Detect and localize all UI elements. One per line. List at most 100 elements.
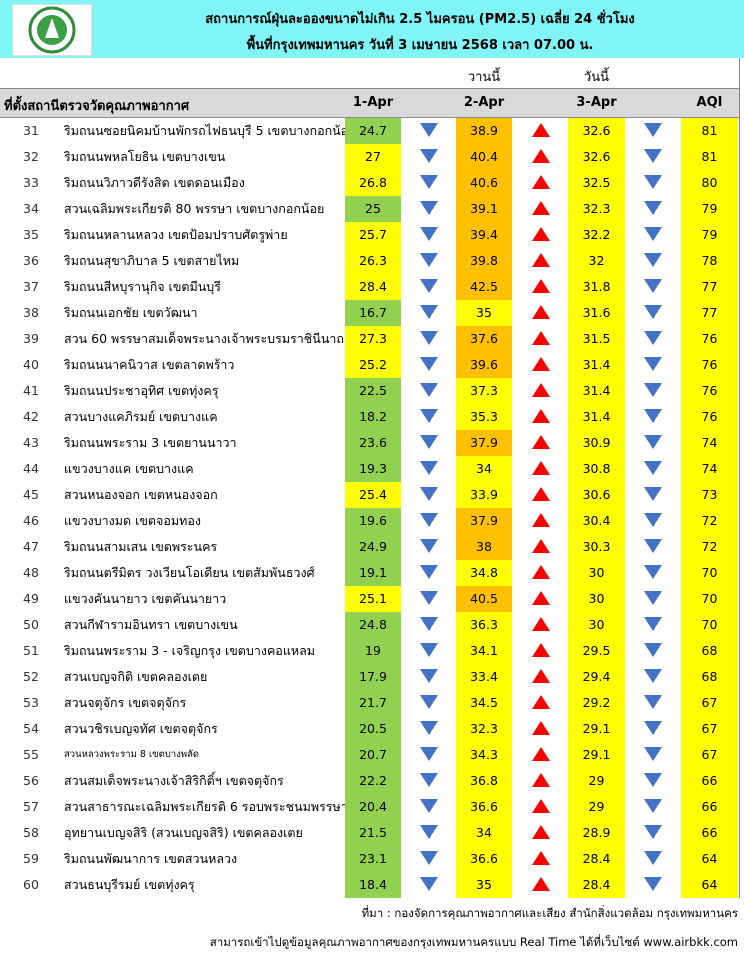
day1-value: 24.8 xyxy=(345,612,401,638)
day3-value: 32.6 xyxy=(568,118,625,144)
down-arrow xyxy=(644,747,662,761)
row-number: 43 xyxy=(23,435,39,450)
row-number: 55 xyxy=(23,747,39,762)
day2-value: 35 xyxy=(456,872,512,898)
day2-value: 36.8 xyxy=(456,768,512,794)
aqi-value: 74 xyxy=(681,456,738,482)
station: แขวงบางมด เขตจอมทอง xyxy=(64,513,201,528)
day2-value: 36.6 xyxy=(456,794,512,820)
station: ริมถนนพหลโยธิน เขตบางเขน xyxy=(64,149,226,164)
station: แขวงบางแค เขตบางแค xyxy=(64,461,194,476)
day2-value: 39.8 xyxy=(456,248,512,274)
row-number: 48 xyxy=(23,565,39,580)
day2-value: 40.4 xyxy=(456,144,512,170)
down-arrow xyxy=(644,825,662,839)
row-number: 32 xyxy=(23,149,39,164)
row-number: 34 xyxy=(23,201,39,216)
row-number: 46 xyxy=(23,513,39,528)
day1-value: 22.2 xyxy=(345,768,401,794)
day1-value: 21.5 xyxy=(345,820,401,846)
up-arrow xyxy=(532,617,550,631)
up-arrow xyxy=(532,773,550,787)
down-arrow xyxy=(644,565,662,579)
aqi-value: 78 xyxy=(681,248,738,274)
station: ริมถนนสีหบุรานุกิจ เขตมีนบุรี xyxy=(64,279,221,294)
station: ริมถนนนาคนิวาส เขตลาดพร้าว xyxy=(64,357,235,372)
day2-value: 32.3 xyxy=(456,716,512,742)
down-arrow xyxy=(644,461,662,475)
day3-value: 30.6 xyxy=(568,482,625,508)
station: ริมถนนวิภาวดีรังสิต เขตดอนเมือง xyxy=(64,175,245,190)
day3-value: 29.4 xyxy=(568,664,625,690)
row-number: 44 xyxy=(23,461,39,476)
up-arrow xyxy=(532,539,550,553)
up-arrow xyxy=(532,357,550,371)
up-arrow xyxy=(532,175,550,189)
aqi-value: 67 xyxy=(681,716,738,742)
column-header-band xyxy=(0,88,740,118)
aqi-value: 72 xyxy=(681,534,738,560)
row-number: 39 xyxy=(23,331,39,346)
down-arrow xyxy=(644,435,662,449)
down-arrow xyxy=(644,773,662,787)
down-arrow xyxy=(420,461,438,475)
station: สวนเฉลิมพระเกียรติ 80 พรรษา เขตบางกอกน้อ… xyxy=(64,201,325,216)
down-arrow xyxy=(644,877,662,891)
day1-value: 16.7 xyxy=(345,300,401,326)
down-arrow xyxy=(644,201,662,215)
down-arrow xyxy=(420,253,438,267)
station: ริมถนนสุขาภิบาล 5 เขตสายไหม xyxy=(64,253,240,268)
day2-value: 36.6 xyxy=(456,846,512,872)
day2-value: 34.3 xyxy=(456,742,512,768)
station: ริมถนนเอกชัย เขตวัฒนา xyxy=(64,305,198,320)
day1-value: 19.1 xyxy=(345,560,401,586)
down-arrow xyxy=(420,201,438,215)
aqi-value: 64 xyxy=(681,846,738,872)
down-arrow xyxy=(644,123,662,137)
up-arrow xyxy=(532,305,550,319)
station: ริมถนนพัฒนาการ เขตสวนหลวง xyxy=(64,851,238,866)
aqi-value: 70 xyxy=(681,560,738,586)
day1-value: 20.7 xyxy=(345,742,401,768)
day1-value: 22.5 xyxy=(345,378,401,404)
day2-value: 35.3 xyxy=(456,404,512,430)
day1-value: 18.4 xyxy=(345,872,401,898)
aqi-value: 66 xyxy=(681,820,738,846)
day1-value: 20.5 xyxy=(345,716,401,742)
up-arrow xyxy=(532,383,550,397)
day2-value: 40.5 xyxy=(456,586,512,612)
day3-value: 32.5 xyxy=(568,170,625,196)
down-arrow xyxy=(420,721,438,735)
aqi-value: 77 xyxy=(681,300,738,326)
down-arrow xyxy=(644,279,662,293)
row-number: 56 xyxy=(23,773,39,788)
down-arrow xyxy=(420,409,438,423)
day1-value: 20.4 xyxy=(345,794,401,820)
aqi-value: 79 xyxy=(681,196,738,222)
aqi-value: 72 xyxy=(681,508,738,534)
day3-value: 30.8 xyxy=(568,456,625,482)
day1-value: 17.9 xyxy=(345,664,401,690)
right-border xyxy=(739,58,740,898)
day2-value: 38 xyxy=(456,534,512,560)
logo xyxy=(12,4,92,56)
row-number: 38 xyxy=(23,305,39,320)
down-arrow xyxy=(420,305,438,319)
day2-value: 34.1 xyxy=(456,638,512,664)
day1-value: 25.1 xyxy=(345,586,401,612)
day1-value: 18.2 xyxy=(345,404,401,430)
day1-value: 23.6 xyxy=(345,430,401,456)
down-arrow xyxy=(420,565,438,579)
day2-value: 42.5 xyxy=(456,274,512,300)
subtitle: พื้นที่กรุงเทพมหานคร วันที่ 3 เมษายน 256… xyxy=(246,38,594,53)
row-number: 51 xyxy=(23,643,39,658)
day1-value: 27 xyxy=(345,144,401,170)
row-number: 52 xyxy=(23,669,39,684)
aqi-value: 64 xyxy=(681,872,738,898)
down-arrow xyxy=(644,799,662,813)
station: สวนสมเด็จพระนางเจ้าสิริกิติ์ฯ เขตจตุจักร xyxy=(64,773,284,788)
station: สวนหนองจอก เขตหนองจอก xyxy=(64,487,218,502)
down-arrow xyxy=(420,513,438,527)
day3-value: 30 xyxy=(568,560,625,586)
